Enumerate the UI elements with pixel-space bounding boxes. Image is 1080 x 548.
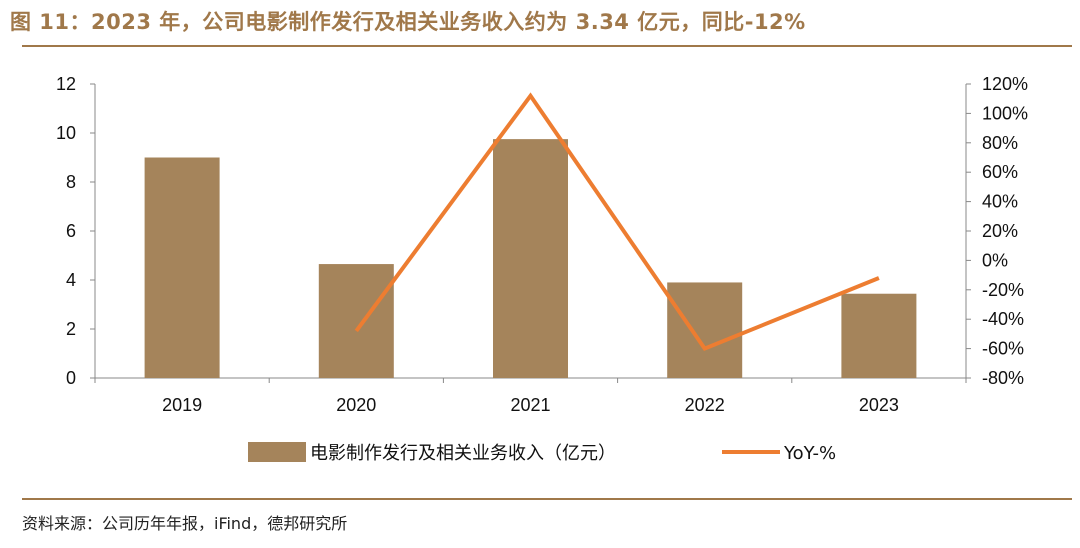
bar — [667, 282, 743, 378]
left-axis-tick-label: 6 — [66, 221, 76, 241]
left-axis-tick-label: 2 — [66, 319, 76, 339]
right-axis-tick-label: 60% — [982, 162, 1018, 182]
right-axis-tick-label: 100% — [982, 103, 1028, 123]
bar — [841, 293, 917, 378]
bar — [144, 157, 220, 378]
bar — [493, 139, 568, 378]
right-axis-tick-label: -40% — [982, 309, 1024, 329]
figure-title: 图 11：2023 年，公司电影制作发行及相关业务收入约为 3.34 亿元，同比… — [10, 10, 806, 34]
right-axis-tick-label: 80% — [982, 133, 1018, 153]
bar-series — [144, 139, 917, 378]
x-axis-tick-label: 2019 — [162, 395, 202, 415]
x-axis-tick-label: 2020 — [336, 395, 376, 415]
right-axis-tick-label: 120% — [982, 74, 1028, 94]
x-axis-tick-label: 2022 — [685, 395, 725, 415]
left-axis-tick-label: 12 — [56, 74, 76, 94]
right-axis-tick-label: 40% — [982, 192, 1018, 212]
left-axis-tick-label: 8 — [66, 172, 76, 192]
bar — [318, 264, 394, 378]
x-axis-tick-label: 2023 — [859, 395, 899, 415]
chart-legend: 电影制作发行及相关业务收入（亿元） YoY-% — [248, 442, 836, 464]
legend-label-revenue: 电影制作发行及相关业务收入（亿元） — [310, 443, 616, 464]
left-axis-tick-label: 4 — [66, 270, 76, 290]
right-axis-tick-label: 0% — [982, 250, 1008, 270]
right-axis-tick-label: -20% — [982, 280, 1024, 300]
legend-swatch-bar — [248, 442, 306, 462]
right-axis-tick-label: -80% — [982, 368, 1024, 388]
line-series — [354, 92, 880, 352]
footer-rule — [22, 498, 1072, 500]
right-axis-tick-label: -60% — [982, 339, 1024, 359]
right-axis-tick-label: 20% — [982, 221, 1018, 241]
x-axis-tick-label: 2021 — [510, 395, 550, 415]
title-rule — [22, 45, 1072, 47]
yoy-line — [354, 92, 880, 352]
legend-label-yoy: YoY-% — [783, 443, 836, 464]
left-axis-tick-label: 10 — [56, 123, 76, 143]
chart-axes: 0 2 4 6 8 10 12 -80% -60% -40% -20% 0% 20% 40% 60% 80% 1… — [56, 74, 1028, 415]
source-note: 资料来源：公司历年年报，iFind，德邦研究所 — [22, 514, 348, 533]
left-axis-tick-label: 0 — [66, 368, 76, 388]
